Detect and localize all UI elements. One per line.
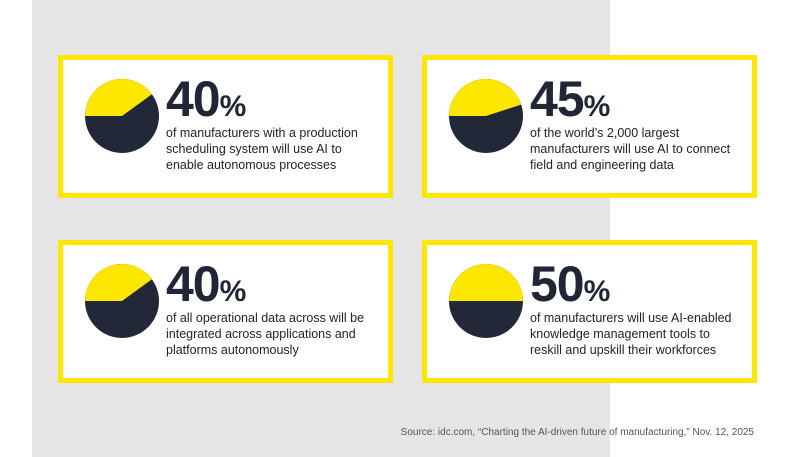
- stat-number-4: 50: [530, 256, 585, 312]
- source-note: Source: idc.com, “Charting the AI-driven…: [400, 427, 754, 438]
- stat-value-2: 45%: [530, 74, 610, 132]
- pie-chart-3: [85, 264, 159, 338]
- stat-value-3: 40%: [166, 259, 246, 317]
- pie-2-value-slice: [449, 79, 522, 116]
- pie-1-value-slice: [85, 79, 152, 116]
- stat-description-4: of manufacturers will use AI-enabled kno…: [530, 311, 732, 357]
- percent-sign-1: %: [219, 90, 247, 123]
- percent-sign-3: %: [219, 275, 247, 308]
- stat-number-1: 40: [166, 71, 221, 127]
- stat-number-3: 40: [166, 256, 221, 312]
- stat-description-3: of all operational data across will be i…: [166, 311, 365, 357]
- pie-chart-2: [449, 79, 523, 153]
- pie-chart-4: [449, 264, 523, 338]
- stat-card-4: 50% of manufacturers will use AI-enabled…: [422, 240, 757, 383]
- stat-card-1: 40% of manufacturers with a production s…: [58, 55, 393, 198]
- pie-3-value-slice: [85, 264, 152, 301]
- stat-card-2: 45% of the world’s 2,000 largest manufac…: [422, 55, 757, 198]
- pie-4-value-slice: [449, 264, 523, 301]
- percent-sign-4: %: [583, 275, 611, 308]
- stat-description-1: of manufacturers with a production sched…: [166, 126, 358, 172]
- pie-chart-1: [85, 79, 159, 153]
- stat-number-2: 45: [530, 71, 585, 127]
- stat-value-4: 50%: [530, 259, 610, 317]
- stat-card-3: 40% of all operational data across will …: [58, 240, 393, 383]
- stat-description-2: of the world’s 2,000 largest manufacture…: [530, 126, 731, 172]
- stat-value-1: 40%: [166, 74, 246, 132]
- percent-sign-2: %: [583, 90, 611, 123]
